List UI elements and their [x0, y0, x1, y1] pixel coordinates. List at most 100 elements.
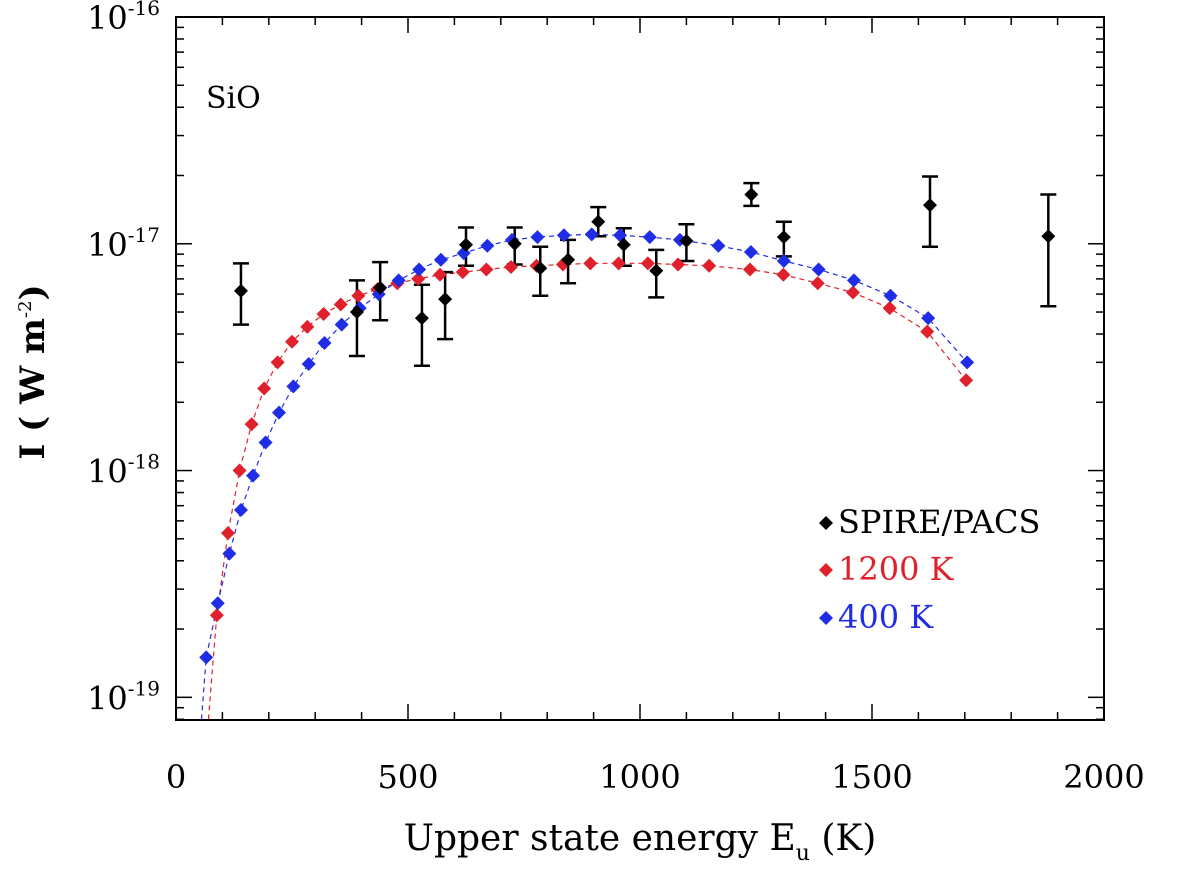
data-point-1200-k: [411, 271, 426, 286]
x-axis-label-main: Upper state energy E: [404, 818, 796, 859]
panel-title: SiO: [206, 81, 261, 116]
data-point-400-k: [883, 288, 898, 303]
y-tick-label-exponent: -18: [128, 450, 160, 474]
data-point-1200-k: [702, 258, 717, 273]
data-point-400-k: [480, 238, 495, 253]
data-point-400-k: [433, 252, 448, 267]
y-axis-label-close: ): [13, 284, 53, 300]
data-point-1200-k: [316, 307, 331, 322]
data-point-1200-k: [270, 355, 285, 370]
data-point-400-k: [258, 435, 273, 450]
legend-marker-spire-pacs: [819, 516, 833, 530]
x-tick-label: 1000: [599, 758, 680, 796]
data-point-1200-k: [640, 256, 655, 271]
data-point-1200-k: [300, 319, 315, 334]
data-markers: [199, 187, 1056, 665]
data-point-1200-k: [244, 417, 259, 432]
data-point-spire-pacs: [459, 237, 473, 252]
data-point-400-k: [334, 317, 349, 332]
data-point-spire-pacs: [414, 311, 429, 326]
data-point-1200-k: [810, 276, 825, 291]
x-axis-ticks: [175, 17, 1105, 720]
data-point-400-k: [530, 230, 545, 245]
data-point-spire-pacs: [349, 305, 364, 320]
y-axis-ticks: [176, 16, 1104, 721]
x-axis-tick-labels: 0 500 1000 1500 2000: [166, 758, 1145, 796]
data-point-1200-k: [479, 262, 494, 277]
data-point-spire-pacs: [438, 292, 453, 307]
x-tick-label: 0: [166, 758, 186, 796]
data-point-1200-k: [209, 608, 224, 623]
data-point-400-k: [776, 253, 791, 268]
data-point-400-k: [412, 262, 427, 277]
y-tick-label-exponent: -17: [128, 223, 160, 247]
legend-label-spire-pacs: SPIRE/PACS: [838, 503, 1040, 541]
data-point-1200-k: [611, 256, 626, 271]
data-point-400-k: [711, 238, 726, 253]
x-tick-label: 1500: [831, 758, 912, 796]
data-point-400-k: [556, 228, 571, 243]
data-point-spire-pacs: [744, 187, 759, 202]
data-point-400-k: [286, 379, 301, 394]
data-point-400-k: [222, 546, 237, 561]
y-tick-label-base: 10: [87, 0, 128, 37]
data-point-400-k: [921, 311, 936, 326]
data-point-400-k: [846, 273, 861, 288]
data-point-1200-k: [959, 373, 974, 388]
data-point-spire-pacs: [533, 261, 548, 276]
y-tick-label: 10-18: [87, 450, 160, 491]
x-axis-label: Upper state energy Eu (K): [404, 818, 877, 866]
data-point-1200-k: [845, 285, 860, 300]
data-point-spire-pacs: [776, 230, 791, 245]
legend-marker-1200-k: [819, 563, 833, 577]
data-point-spire-pacs: [649, 263, 664, 278]
data-point-400-k: [199, 650, 214, 665]
data-point-spire-pacs: [1041, 229, 1056, 244]
data-point-1200-k: [351, 288, 366, 303]
x-tick-label: 2000: [1063, 758, 1144, 796]
legend-label-1200-k: 1200 K: [838, 550, 955, 588]
model-curve-1200-k: [207, 262, 967, 720]
y-tick-label-base: 10: [87, 226, 128, 264]
data-point-1200-k: [583, 256, 598, 271]
data-point-1200-k: [742, 262, 757, 277]
data-point-spire-pacs: [616, 237, 631, 252]
y-axis-label-main: I ( W m: [13, 318, 53, 460]
data-point-1200-k: [333, 297, 348, 312]
legend-label-400-k: 400 K: [838, 598, 934, 636]
data-point-1200-k: [671, 257, 686, 272]
data-point-1200-k: [220, 526, 235, 541]
model-curves: [200, 233, 968, 720]
data-point-400-k: [391, 273, 406, 288]
data-point-1200-k: [232, 463, 247, 478]
data-point-1200-k: [776, 267, 791, 282]
data-point-400-k: [210, 596, 225, 611]
legend-marker-400-k: [819, 611, 833, 625]
y-tick-label-exponent: -16: [128, 0, 160, 20]
data-point-400-k: [642, 230, 657, 245]
data-point-1200-k: [257, 381, 272, 396]
x-axis-label-unit: (K): [810, 818, 876, 859]
data-point-spire-pacs: [561, 252, 576, 267]
data-point-400-k: [743, 244, 758, 259]
data-point-400-k: [960, 355, 975, 370]
data-point-1200-k: [433, 267, 448, 282]
model-curve-400-k: [200, 233, 968, 720]
data-point-spire-pacs: [507, 236, 522, 251]
y-axis-label-superscript: -2: [15, 300, 36, 318]
data-point-1200-k: [504, 259, 519, 274]
data-point-400-k: [301, 357, 316, 372]
data-point-400-k: [233, 502, 248, 517]
y-tick-label-base: 10: [87, 679, 128, 717]
data-point-spire-pacs: [373, 280, 388, 295]
data-point-400-k: [584, 227, 599, 242]
y-tick-label: 10-19: [87, 676, 160, 717]
data-point-400-k: [811, 262, 826, 277]
data-point-400-k: [246, 468, 261, 483]
y-tick-label: 10-17: [87, 223, 160, 264]
data-point-1200-k: [920, 324, 935, 339]
y-axis-label: I ( W m-2): [13, 284, 53, 459]
data-point-spire-pacs: [591, 214, 606, 229]
